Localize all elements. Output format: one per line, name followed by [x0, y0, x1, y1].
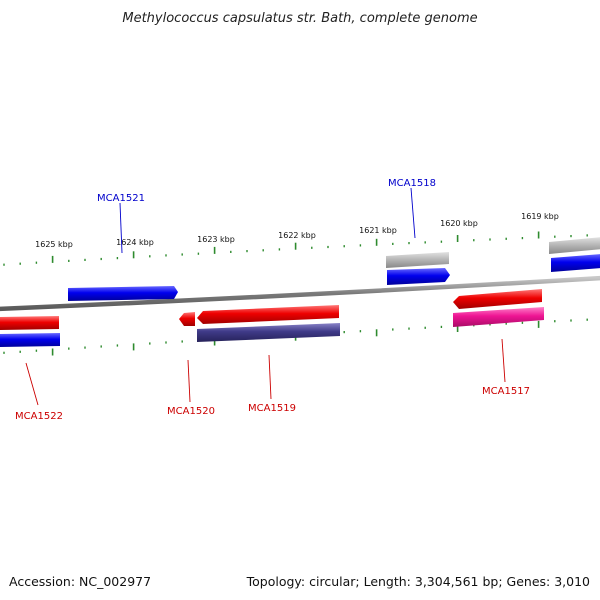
scale-labels: 1625 kbp 1624 kbp 1623 kbp 1622 kbp 1621… — [35, 212, 559, 249]
pseudo-gene-bar-right-edge[interactable] — [549, 237, 600, 254]
gene-arrow-mca1522[interactable] — [0, 316, 59, 330]
scale-label: 1619 kbp — [521, 212, 559, 221]
gene-label-mca1519[interactable]: MCA1519 — [248, 403, 296, 414]
map-title: Methylococcus capsulatus str. Bath, comp… — [122, 11, 477, 26]
scale-label: 1620 kbp — [440, 219, 478, 228]
pseudo-gene-bar[interactable] — [386, 252, 449, 268]
gene-arrow-mca1520[interactable] — [179, 312, 195, 326]
gene-arrow-mca1519[interactable] — [197, 305, 339, 324]
gene-bar-mca1522[interactable] — [0, 333, 60, 347]
label-leader-lines — [25, 187, 506, 406]
scale-label: 1625 kbp — [35, 240, 73, 249]
gene-label-mca1518[interactable]: MCA1518 — [388, 178, 436, 189]
gene-label-mca1521[interactable]: MCA1521 — [97, 193, 145, 204]
scale-label: 1622 kbp — [278, 231, 316, 240]
rna-gene-bar-mca1517[interactable] — [453, 307, 544, 327]
scale-label: 1623 kbp — [197, 235, 235, 244]
gene-label-mca1520[interactable]: MCA1520 — [167, 406, 215, 417]
scale-ticks-outer — [3, 231, 588, 266]
gene-arrow-mca1518[interactable] — [387, 268, 450, 285]
gene-bar-mca1519[interactable] — [197, 323, 340, 342]
scale-label: 1621 kbp — [359, 226, 397, 235]
gene-label-mca1517[interactable]: MCA1517 — [482, 386, 530, 397]
gene-arrow-mca1521[interactable] — [68, 286, 178, 301]
gene-arrow-mca1517[interactable] — [453, 289, 542, 309]
topology-summary: Topology: circular; Length: 3,304,561 bp… — [246, 574, 590, 589]
genome-backbone — [0, 275, 600, 312]
scale-label: 1624 kbp — [116, 238, 154, 247]
gene-label-mca1522[interactable]: MCA1522 — [15, 411, 63, 422]
gene-arrow-right-edge[interactable] — [551, 254, 600, 272]
accession-text: Accession: NC_002977 — [9, 574, 151, 589]
